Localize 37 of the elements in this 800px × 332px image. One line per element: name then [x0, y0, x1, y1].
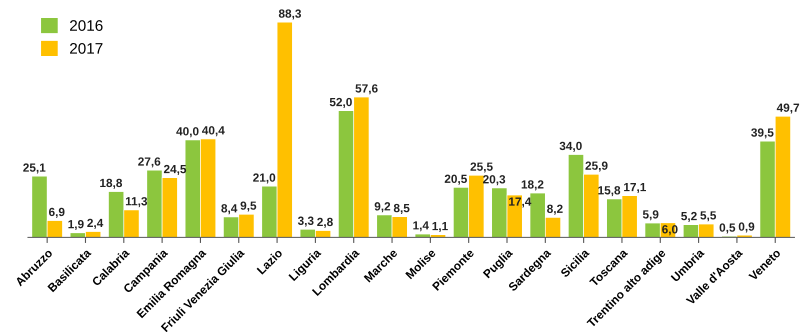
- data-label: 25,5: [470, 162, 493, 173]
- data-label: 25,9: [585, 161, 608, 172]
- data-label: 57,6: [355, 84, 378, 94]
- data-label: 9,5: [240, 201, 256, 212]
- data-label: 1,1: [432, 222, 448, 232]
- data-label: 18,2: [522, 180, 544, 190]
- data-label: 6,9: [48, 208, 65, 218]
- data-label: 5,9: [642, 210, 658, 220]
- data-label: 40,0: [176, 127, 199, 138]
- data-label: 34,0: [560, 142, 582, 152]
- data-label: 2,4: [87, 218, 104, 229]
- data-label: 52,0: [330, 98, 352, 108]
- data-label: 49,7: [776, 103, 800, 114]
- data-label: 18,8: [100, 178, 122, 189]
- data-label: 39,5: [751, 128, 774, 138]
- data-label: 2,8: [317, 218, 333, 228]
- data-label: 1,4: [413, 221, 429, 232]
- data-label: 3,3: [298, 216, 314, 227]
- legend-label: 2017: [70, 43, 102, 54]
- data-label: 5,2: [681, 212, 697, 222]
- data-label: 1,9: [68, 220, 84, 230]
- data-label: 9,2: [374, 202, 390, 212]
- legend-label: 2016: [70, 20, 103, 31]
- data-label: 11,3: [126, 197, 148, 208]
- data-label: 8,5: [394, 204, 410, 214]
- data-label: 0,9: [738, 222, 754, 232]
- data-label: 88,3: [278, 9, 302, 20]
- data-label: 17,1: [624, 183, 646, 194]
- data-label: 20,5: [444, 174, 467, 185]
- data-label: 8,2: [547, 204, 563, 215]
- data-label: 25,1: [23, 163, 46, 174]
- data-label: 40,4: [202, 126, 225, 136]
- data-label: 8,4: [221, 204, 238, 214]
- data-label: 0,5: [720, 223, 736, 234]
- data-label: 5,5: [700, 211, 716, 222]
- data-label: 21,0: [253, 173, 276, 184]
- data-label: 27,6: [138, 157, 160, 168]
